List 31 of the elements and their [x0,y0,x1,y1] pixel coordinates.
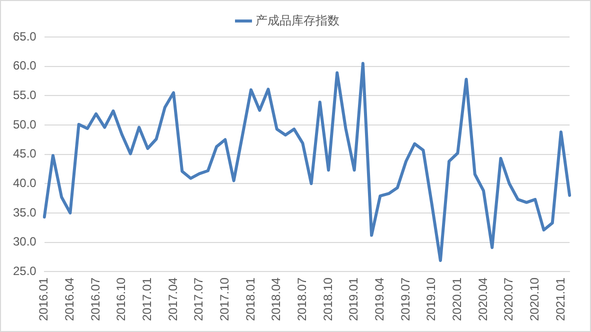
x-tick-label: 2020.04 [476,277,490,322]
x-tick-label: 2016.10 [114,277,128,322]
y-tick-label: 30.0 [12,234,37,249]
y-tick-label: 25.0 [12,264,37,278]
x-tick-label: 2016.04 [62,277,76,322]
x-tick-label: 2019.07 [398,277,412,322]
x-tick-label: 2020.07 [502,277,516,322]
y-tick-label: 40.0 [12,176,37,190]
x-tick-label: 2018.04 [269,277,284,322]
x-tick-label: 2017.07 [192,277,206,322]
y-tick-label: 35.0 [12,205,37,220]
y-tick-label: 55.0 [12,88,37,102]
x-tick-label: 2017.10 [217,277,232,322]
y-tick-label: 65.0 [12,29,37,44]
x-tick-label: 2016.01 [36,277,51,322]
x-tick-label: 2019.10 [424,277,438,322]
y-tick-label: 50.0 [12,117,37,132]
x-tick-label: 2016.07 [88,277,102,322]
x-tick-label: 2020.10 [527,277,542,322]
x-tick-label: 2018.10 [320,277,335,322]
x-tick-label: 2017.01 [140,277,154,322]
y-tick-label: 60.0 [12,58,37,73]
y-tick-label: 45.0 [12,146,37,161]
x-tick-label: 2017.04 [166,277,180,322]
x-tick-label: 2018.01 [243,277,258,322]
x-tick-label: 2018.07 [294,277,309,322]
x-tick-label: 2019.04 [372,277,386,322]
x-tick-label: 2021.01 [553,277,568,322]
x-tick-label: 2019.01 [346,277,361,322]
x-tick-label: 2020.01 [450,277,464,322]
legend-label: 产成品库存指数 [256,13,340,28]
